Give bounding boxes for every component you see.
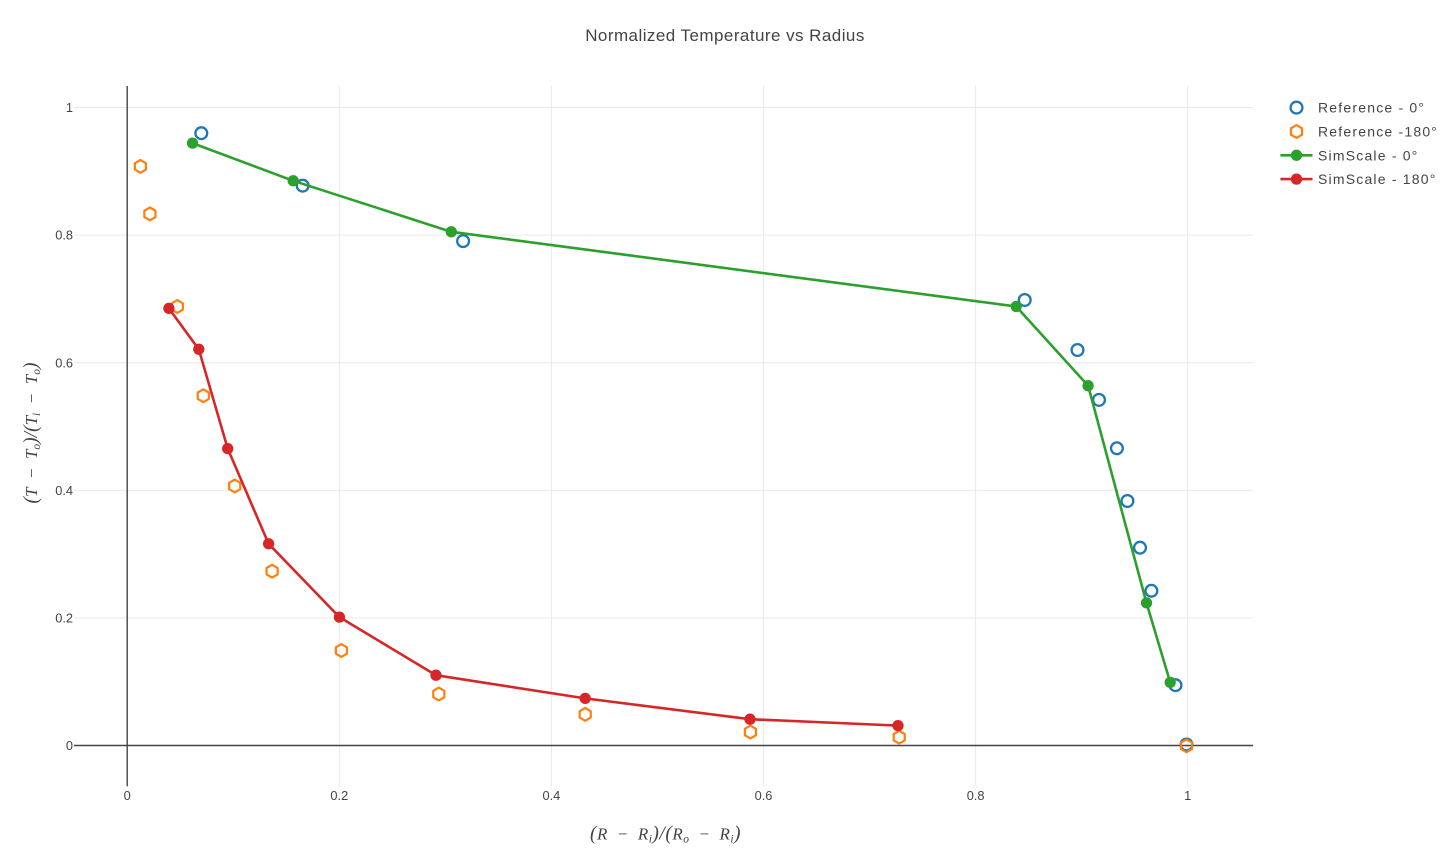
svg-text:1: 1	[1184, 788, 1191, 803]
svg-text:Reference -180°: Reference -180°	[1318, 124, 1438, 140]
svg-text:Reference - 0°: Reference - 0°	[1318, 100, 1425, 116]
svg-text:Normalized Temperature vs Radi: Normalized Temperature vs Radius	[585, 26, 865, 45]
svg-text:(T − To)/(Ti − To): (T − To)/(Ti − To)	[21, 363, 43, 504]
svg-text:1: 1	[66, 100, 73, 115]
svg-text:0.2: 0.2	[55, 611, 73, 626]
svg-text:0: 0	[124, 788, 131, 803]
svg-text:0.8: 0.8	[55, 228, 73, 243]
svg-text:0.6: 0.6	[755, 788, 773, 803]
svg-text:SimScale - 180°: SimScale - 180°	[1318, 171, 1437, 187]
svg-text:0.8: 0.8	[967, 788, 985, 803]
svg-text:0.6: 0.6	[55, 355, 73, 370]
svg-text:0.4: 0.4	[55, 483, 73, 498]
svg-text:SimScale - 0°: SimScale - 0°	[1318, 147, 1419, 163]
svg-text:0.2: 0.2	[330, 788, 348, 803]
svg-text:0: 0	[66, 738, 73, 753]
svg-text:0.4: 0.4	[543, 788, 561, 803]
svg-text:(R − Ri)/(Ro − Ri): (R − Ri)/(Ro − Ri)	[590, 824, 741, 846]
